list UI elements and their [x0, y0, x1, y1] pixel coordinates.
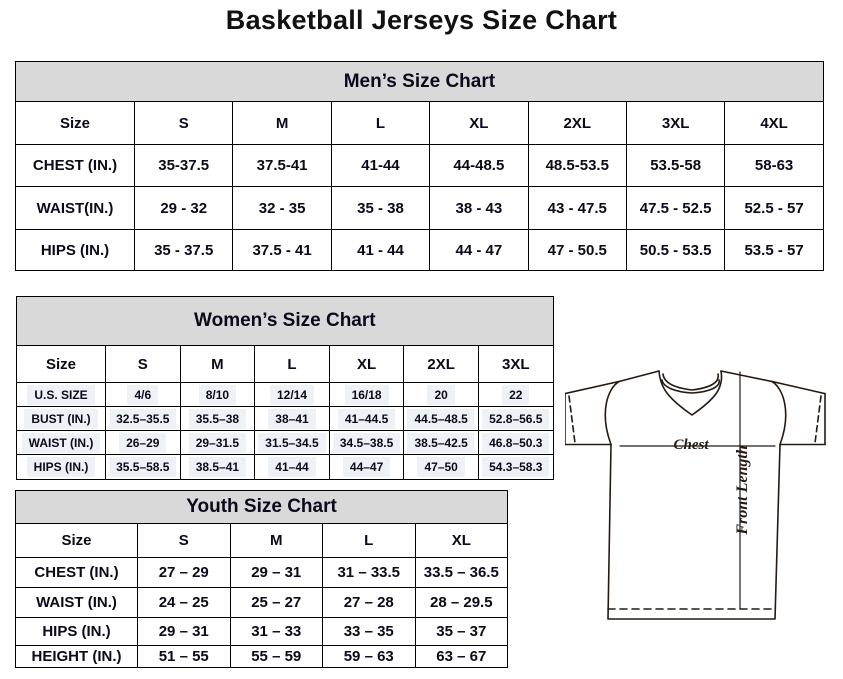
svg-text:Front Length: Front Length: [734, 445, 751, 535]
svg-text:Chest: Chest: [673, 437, 709, 453]
